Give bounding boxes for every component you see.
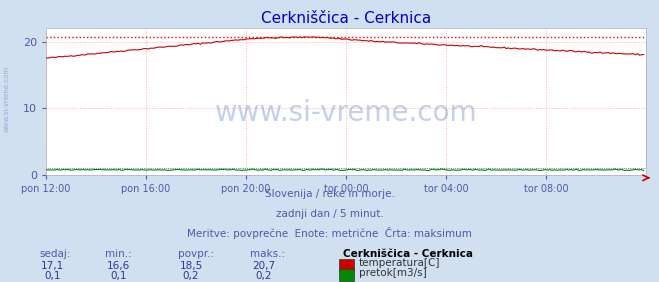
Text: 20,7: 20,7 xyxy=(252,261,275,271)
Text: min.:: min.: xyxy=(105,249,132,259)
Text: 16,6: 16,6 xyxy=(107,261,130,271)
Title: Cerkniščica - Cerknica: Cerkniščica - Cerknica xyxy=(261,11,431,26)
Text: maks.:: maks.: xyxy=(250,249,285,259)
Bar xyxy=(339,259,354,271)
Text: Slovenija / reke in morje.: Slovenija / reke in morje. xyxy=(264,190,395,199)
Text: 0,1: 0,1 xyxy=(44,271,61,281)
Text: 0,1: 0,1 xyxy=(110,271,127,281)
Bar xyxy=(339,269,354,281)
Text: zadnji dan / 5 minut.: zadnji dan / 5 minut. xyxy=(275,209,384,219)
Text: 0,2: 0,2 xyxy=(183,271,200,281)
Text: 18,5: 18,5 xyxy=(179,261,203,271)
Text: temperatura[C]: temperatura[C] xyxy=(359,259,441,268)
Text: 0,2: 0,2 xyxy=(255,271,272,281)
Text: Cerkniščica - Cerknica: Cerkniščica - Cerknica xyxy=(343,249,473,259)
Text: sedaj:: sedaj: xyxy=(40,249,71,259)
Text: pretok[m3/s]: pretok[m3/s] xyxy=(359,268,427,278)
Text: www.si-vreme.com: www.si-vreme.com xyxy=(215,99,477,127)
Text: 17,1: 17,1 xyxy=(41,261,65,271)
Text: www.si-vreme.com: www.si-vreme.com xyxy=(3,66,9,132)
Text: povpr.:: povpr.: xyxy=(178,249,214,259)
Text: Meritve: povprečne  Enote: metrične  Črta: maksimum: Meritve: povprečne Enote: metrične Črta:… xyxy=(187,227,472,239)
